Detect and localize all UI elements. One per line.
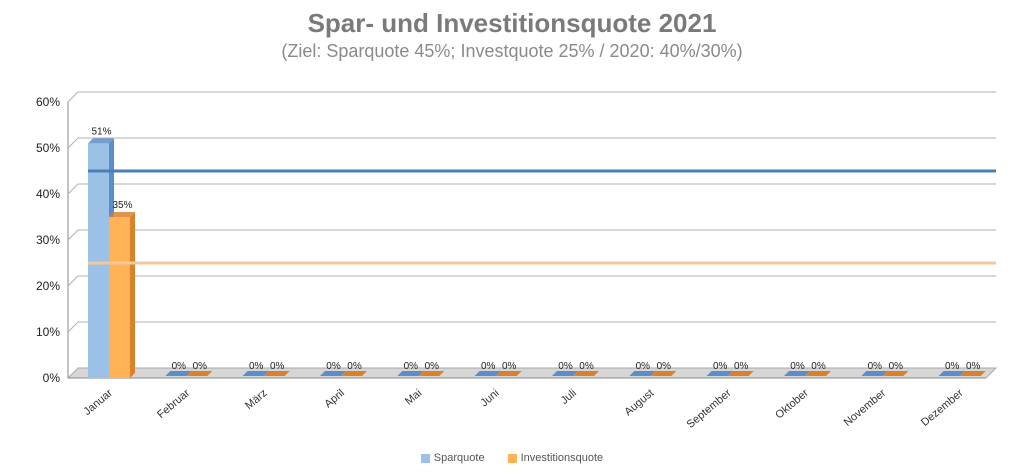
data-label-sparquote: 0%: [481, 361, 496, 372]
data-label-investitionsquote: 35%: [112, 200, 132, 211]
bar-top-sparquote: [88, 138, 114, 144]
x-tick-label: August: [622, 387, 656, 418]
data-label-investitionsquote: 0%: [889, 361, 904, 372]
data-label-investitionsquote: 0%: [270, 361, 285, 372]
x-tick-label: September: [685, 387, 734, 431]
bar-investitionsquote: [263, 371, 290, 376]
data-label-sparquote: 0%: [404, 361, 419, 372]
x-tick-label: Januar: [81, 387, 115, 418]
data-label-sparquote: 0%: [713, 361, 728, 372]
data-label-sparquote: 0%: [249, 361, 264, 372]
bar-sparquote: [784, 371, 810, 376]
x-tick-label: Juni: [478, 387, 501, 409]
y-tick-label: 60%: [36, 95, 60, 109]
data-label-investitionsquote: 0%: [657, 361, 672, 372]
data-label-investitionsquote: 0%: [579, 361, 594, 372]
data-label-sparquote: 0%: [172, 361, 187, 372]
bar-sparquote: [242, 371, 269, 376]
bar-investitionsquote: [959, 371, 986, 376]
legend-item-investitionsquote: Investitionsquote: [507, 452, 604, 464]
data-label-sparquote: 0%: [636, 361, 651, 372]
data-label-sparquote: 0%: [790, 361, 805, 372]
bar-investitionsquote: [186, 371, 213, 376]
data-label-investitionsquote: 0%: [425, 361, 440, 372]
bar-sparquote: [165, 371, 192, 376]
y-tick-label: 10%: [36, 325, 60, 339]
gridline-diag: [67, 91, 79, 103]
bar-investitionsquote: [882, 371, 909, 376]
bar-sparquote: [552, 371, 578, 376]
x-tick-label: Februar: [155, 387, 192, 421]
bar-sparquote: [861, 371, 888, 376]
chart-subtitle: (Ziel: Sparquote 45%; Investquote 25% / …: [281, 41, 743, 61]
bar-investitionsquote: [805, 371, 831, 376]
data-label-sparquote: 0%: [945, 361, 960, 372]
data-label-sparquote: 0%: [868, 361, 883, 372]
gridline-diag: [67, 137, 79, 149]
bar-investitionsquote: [727, 371, 754, 376]
bar-sparquote: [320, 371, 346, 376]
gridline-diag: [67, 275, 79, 287]
bar-sparquote: [706, 371, 733, 376]
x-tick-label: Dezember: [919, 387, 966, 429]
y-tick-label: 50%: [36, 141, 60, 155]
x-tick-label: März: [243, 387, 269, 412]
y-tick-label: 0%: [43, 371, 61, 385]
bar-side-investitionsquote: [130, 212, 135, 378]
y-tick-label: 40%: [36, 187, 60, 201]
data-label-investitionsquote: 0%: [966, 361, 981, 372]
bar-investitionsquote: [573, 371, 599, 376]
bar-investitionsquote: [650, 371, 677, 376]
data-label-sparquote: 51%: [91, 126, 111, 137]
bar-sparquote: [938, 371, 965, 376]
data-label-investitionsquote: 0%: [193, 361, 208, 372]
gridline-diag: [67, 183, 79, 195]
legend-label-investitionsquote: Investitionsquote: [520, 452, 604, 464]
x-tick-label: Mai: [403, 387, 424, 408]
x-tick-label: Oktober: [773, 387, 811, 422]
gridline-diag: [67, 229, 79, 241]
x-tick-label: April: [322, 387, 347, 410]
y-tick-label: 20%: [36, 279, 60, 293]
bar-sparquote: [397, 371, 424, 376]
data-label-sparquote: 0%: [326, 361, 341, 372]
bar-investitionsquote: [109, 217, 130, 378]
y-tick-label: 30%: [36, 233, 60, 247]
data-label-sparquote: 0%: [558, 361, 573, 372]
x-tick-label: Juli: [559, 387, 579, 407]
bar-investitionsquote: [418, 371, 445, 376]
gridline-diag: [67, 321, 79, 333]
data-label-investitionsquote: 0%: [811, 361, 826, 372]
bar-sparquote: [88, 143, 109, 378]
legend-item-sparquote: Sparquote: [420, 452, 485, 464]
legend-swatch-investitionsquote: [507, 453, 517, 463]
bar-investitionsquote: [341, 371, 367, 376]
bar-sparquote: [474, 371, 501, 376]
legend: Sparquote Investitionsquote: [0, 452, 1024, 466]
chart-title: Spar- und Investitionsquote 2021: [307, 8, 717, 38]
bar-sparquote: [629, 371, 656, 376]
legend-label-sparquote: Sparquote: [433, 452, 485, 464]
data-label-investitionsquote: 0%: [347, 361, 362, 372]
bar-top-investitionsquote: [109, 212, 135, 217]
bar-investitionsquote: [495, 371, 522, 376]
x-tick-label: November: [842, 387, 889, 429]
data-label-investitionsquote: 0%: [734, 361, 749, 372]
data-label-investitionsquote: 0%: [502, 361, 517, 372]
legend-swatch-sparquote: [420, 453, 430, 463]
